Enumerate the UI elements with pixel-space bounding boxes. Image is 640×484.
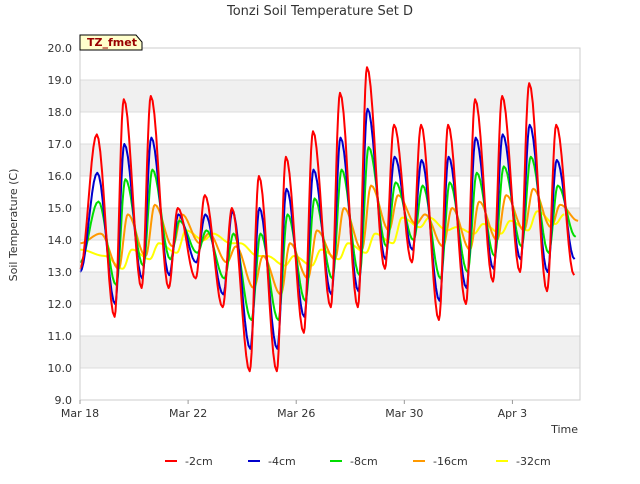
y-tick-label: 16.0 [48, 170, 73, 183]
x-axis-ticks: Mar 18 Mar 22 Mar 26 Mar 30 Apr 3 [61, 400, 527, 420]
grid-band [80, 272, 580, 304]
series-line-neg2cm [79, 66, 575, 373]
grid-bands [80, 80, 580, 368]
x-tick-label: Mar 18 [61, 407, 99, 420]
grid-band [80, 144, 580, 176]
grid-band [80, 80, 580, 112]
y-tick-label: 13.0 [48, 266, 73, 279]
y-tick-label: 10.0 [48, 362, 73, 375]
y-tick-label: 18.0 [48, 106, 73, 119]
y-axis-ticks: 9.0 10.0 11.0 12.0 13.0 14.0 15.0 16.0 17.0 18.0 1… [48, 42, 73, 407]
annotation-label: TZ_fmet [87, 36, 137, 49]
grid-band [80, 208, 580, 240]
x-tick-label: Mar 22 [169, 407, 207, 420]
y-tick-label: 20.0 [48, 42, 73, 55]
chart-title: Tonzi Soil Temperature Set D [226, 4, 413, 19]
y-tick-label: 12.0 [48, 298, 73, 311]
y-tick-label: 15.0 [48, 202, 73, 215]
y-tick-label: 17.0 [48, 138, 73, 151]
y-axis-label: Soil Temperature (C) [7, 169, 20, 282]
legend-label: -2cm [185, 455, 213, 468]
plot-frame [79, 47, 581, 401]
grid-band [80, 336, 580, 368]
x-tick-label: Apr 3 [498, 407, 528, 420]
legend-label: -32cm [516, 455, 551, 468]
x-axis-label: Time [550, 423, 578, 436]
legend: -2cm -4cm -8cm -16cm -32cm [165, 455, 551, 468]
y-tick-label: 14.0 [48, 234, 73, 247]
legend-label: -8cm [350, 455, 378, 468]
y-tick-label: 9.0 [55, 394, 73, 407]
x-tick-label: Mar 30 [385, 407, 423, 420]
series-layer [79, 66, 579, 373]
legend-label: -4cm [268, 455, 296, 468]
x-tick-label: Mar 26 [277, 407, 315, 420]
annotation-box: TZ_fmet [79, 34, 143, 51]
y-tick-label: 19.0 [48, 74, 73, 87]
y-tick-label: 11.0 [48, 330, 73, 343]
legend-label: -16cm [433, 455, 468, 468]
